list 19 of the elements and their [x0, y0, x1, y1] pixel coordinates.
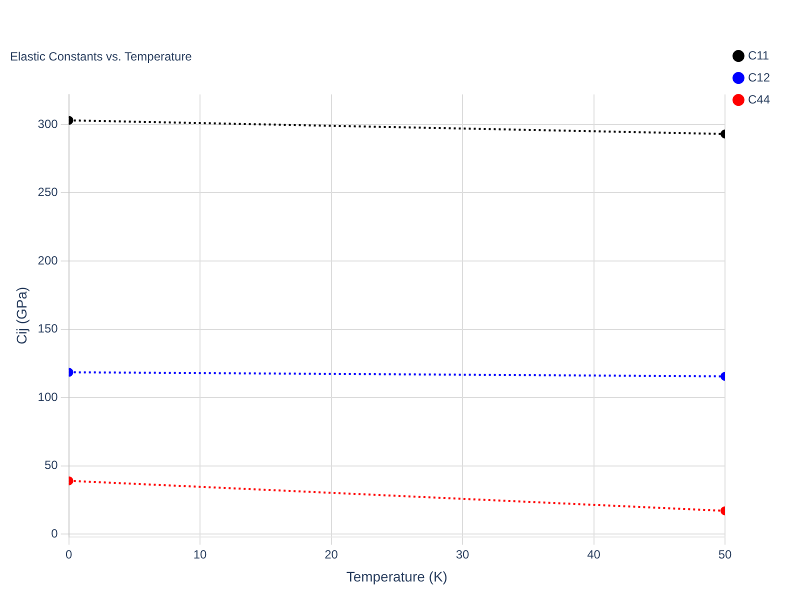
y-axis-title: Cij (GPa) [13, 286, 30, 344]
legend-label: C44 [748, 92, 770, 106]
legend-label: C12 [748, 70, 770, 84]
x-tick-label: 40 [587, 547, 601, 562]
y-tick-label: 100 [38, 390, 58, 404]
y-tick-label: 0 [51, 526, 58, 540]
y-tick-label: 50 [44, 458, 58, 472]
legend-label: C11 [748, 48, 770, 62]
y-tick-label: 250 [38, 185, 58, 200]
x-tick-label: 50 [718, 547, 732, 562]
x-tick-label: 20 [324, 547, 338, 562]
y-tick-label: 200 [38, 253, 58, 268]
x-tick-label: 30 [456, 547, 470, 562]
x-tick-label: 0 [65, 547, 72, 562]
chart-title: Elastic Constants vs. Temperature [10, 50, 192, 64]
y-tick-label: 150 [38, 322, 58, 336]
y-tick-label: 300 [38, 116, 58, 131]
x-axis-title: Temperature (K) [346, 568, 448, 584]
x-tick-label: 10 [193, 547, 208, 562]
